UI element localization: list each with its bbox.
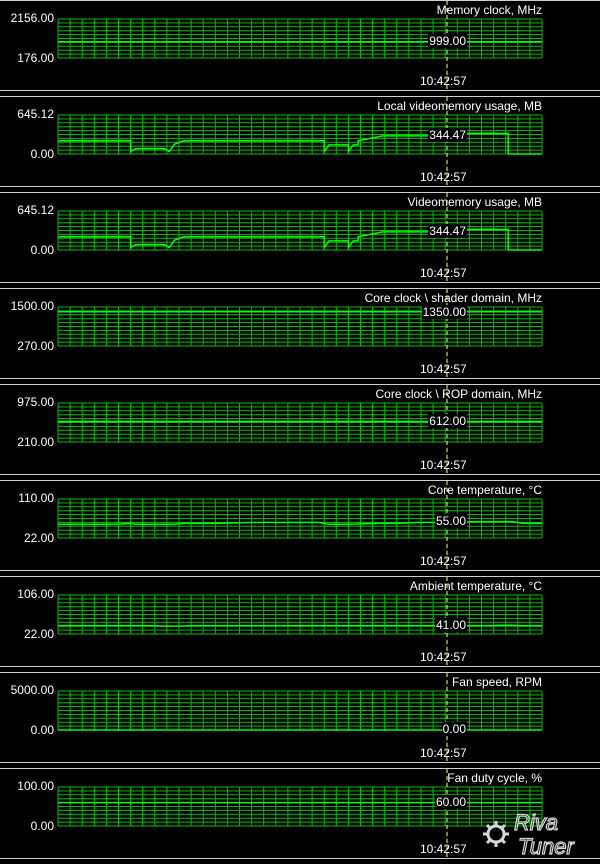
y-max-label: 645.12 [17,107,54,121]
current-value-label: 612.00 [428,413,467,428]
graph-title: Ambient temperature, °C [409,579,542,593]
graph-title: Core clock \ shader domain, MHz [364,291,542,305]
graph-plot [57,1,543,92]
current-value-label: 999.00 [428,33,467,48]
graph-title: Core temperature, °C [427,483,542,497]
time-label: 10:42:57 [420,74,467,88]
graph-title: Fan duty cycle, % [447,771,542,785]
y-min-label: 22.00 [23,531,54,545]
y-min-label: 270.00 [17,339,54,353]
time-label: 10:42:57 [420,554,467,568]
graph-panel[interactable]: Ambient temperature, °C 106.00 22.00 41.00 1… [0,576,600,668]
graph-panel[interactable]: Videomemory usage, MB 645.12 0.00 344.47 10:… [0,192,600,284]
y-max-label: 1500.00 [10,299,54,313]
graph-panel[interactable]: Local videomemory usage, MB 645.12 0.00 344… [0,96,600,188]
current-value-label: 55.00 [434,514,467,529]
graph-title: Memory clock, MHz [436,3,542,17]
graph-panel[interactable]: Core clock \ shader domain, MHz 1500.00 27… [0,288,600,380]
y-max-label: 2156.00 [10,11,54,25]
current-value-label: 344.47 [428,223,467,238]
y-min-label: 210.00 [17,435,54,449]
rivatuner-logo: Riva Tuner [483,809,576,860]
graph-title: Fan speed, RPM [451,675,542,689]
y-max-label: 975.00 [17,395,54,409]
y-max-label: 5000.00 [10,683,54,697]
y-min-label: 0.00 [30,147,54,161]
graph-plot [57,577,543,668]
graph-panel[interactable]: Memory clock, MHz 2156.00 176.00 999.00 10:4… [0,0,600,92]
time-label: 10:42:57 [420,170,467,184]
time-label: 10:42:57 [420,746,467,760]
y-min-label: 176.00 [17,51,54,65]
time-label: 10:42:57 [420,458,467,472]
series-line [58,520,542,526]
graph-plot [57,193,543,284]
y-min-label: 0.00 [30,243,54,257]
current-value-label: 0.00 [441,722,467,736]
graph-panel[interactable]: Core clock \ ROP domain, MHz 975.00 210.00… [0,384,600,476]
time-label: 10:42:57 [420,266,467,280]
y-max-label: 106.00 [17,587,54,601]
logo-text-tuner: Tuner [518,834,576,859]
time-label: 10:42:57 [420,362,467,376]
time-label: 10:42:57 [420,842,467,856]
time-label: 10:42:57 [420,650,467,664]
y-min-label: 0.00 [30,723,54,737]
y-max-label: 100.00 [17,779,54,793]
current-value-label: 344.47 [428,127,467,142]
graph-title: Videomemory usage, MB [407,195,542,209]
graph-title: Local videomemory usage, MB [377,99,542,113]
logo-text-riva: Riva [514,810,558,835]
y-min-label: 22.00 [23,627,54,641]
graph-panel[interactable]: Core temperature, °C 110.00 22.00 55.00 10:4… [0,480,600,572]
gear-icon [483,821,509,847]
graph-panel[interactable]: Fan speed, RPM 5000.00 0.00 0.00 10:42:57 [0,672,600,764]
series-line [58,624,542,627]
current-value-label: 60.00 [434,794,467,809]
graph-title: Core clock \ ROP domain, MHz [375,387,543,401]
current-value-label: 41.00 [434,617,467,632]
y-max-label: 645.12 [17,203,54,217]
graph-panel[interactable]: Fan duty cycle, % 100.00 0.00 60.00 10:42:57 [0,768,600,860]
current-value-label: 1350.00 [421,305,467,319]
y-max-label: 110.00 [18,491,54,505]
y-min-label: 0.00 [30,819,54,833]
